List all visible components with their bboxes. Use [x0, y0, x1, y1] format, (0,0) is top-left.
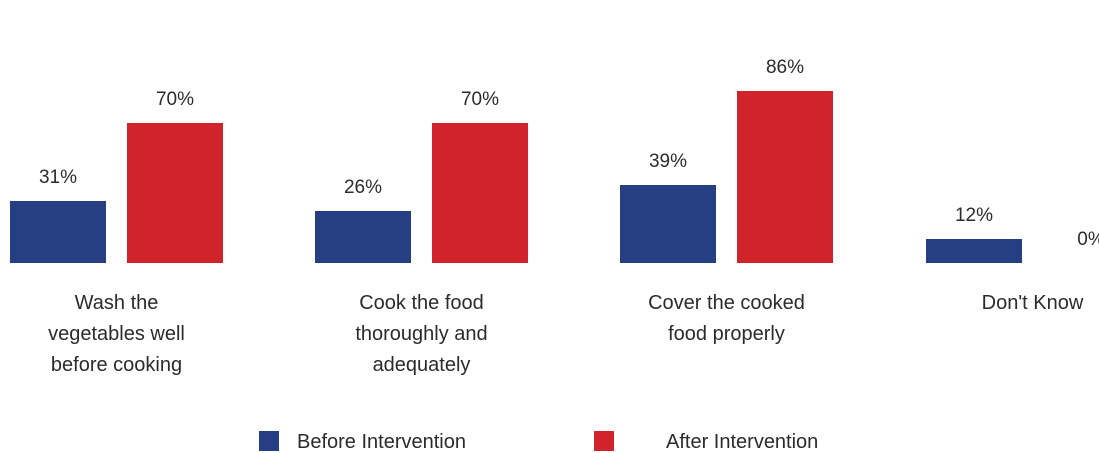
bar-after-intervention-0: [127, 123, 223, 263]
legend: Before Intervention After Intervention: [259, 431, 818, 453]
category-label-0-line-0: Wash the: [75, 292, 159, 314]
category-label-3: Don't Know: [982, 292, 1084, 314]
category-label-3-line-0: Don't Know: [982, 292, 1084, 314]
bars-layer: [10, 91, 1022, 263]
value-label-before-intervention-0: 31%: [39, 167, 77, 188]
category-label-1-line-1: thoroughly and: [355, 323, 487, 345]
bar-before-intervention-2: [620, 185, 716, 263]
category-label-0-line-2: before cooking: [51, 354, 182, 376]
category-label-2-line-0: Cover the cooked: [648, 292, 805, 314]
bar-after-intervention-1: [432, 123, 528, 263]
category-label-0-line-1: vegetables well: [48, 323, 185, 345]
legend-swatch-before: [259, 431, 279, 451]
category-label-1-line-0: Cook the food: [359, 292, 484, 314]
category-label-2: Cover the cooked food properly: [648, 292, 805, 345]
category-label-0: Wash the vegetables well before cooking: [48, 292, 185, 376]
value-labels-layer: 31% 70% 26% 70% 39% 86% 12% 0%: [39, 57, 1099, 250]
value-label-after-intervention-2: 86%: [766, 57, 804, 78]
bar-before-intervention-0: [10, 201, 106, 263]
category-label-1-line-2: adequately: [373, 354, 471, 376]
legend-swatch-after: [594, 431, 614, 451]
category-label-1: Cook the food thoroughly and adequately: [355, 292, 487, 376]
legend-label-before: Before Intervention: [297, 431, 466, 453]
value-label-before-intervention-3: 12%: [955, 205, 993, 226]
legend-label-after: After Intervention: [666, 431, 818, 453]
value-label-before-intervention-2: 39%: [649, 151, 687, 172]
bar-after-intervention-2: [737, 91, 833, 263]
category-label-2-line-1: food properly: [668, 323, 785, 345]
value-label-before-intervention-1: 26%: [344, 177, 382, 198]
bar-before-intervention-3: [926, 239, 1022, 263]
value-label-after-intervention-1: 70%: [461, 89, 499, 110]
value-label-after-intervention-3: 0%: [1077, 229, 1099, 250]
category-labels-layer: Wash the vegetables well before cooking Coo…: [48, 292, 1084, 376]
value-label-after-intervention-0: 70%: [156, 89, 194, 110]
bar-before-intervention-1: [315, 211, 411, 263]
